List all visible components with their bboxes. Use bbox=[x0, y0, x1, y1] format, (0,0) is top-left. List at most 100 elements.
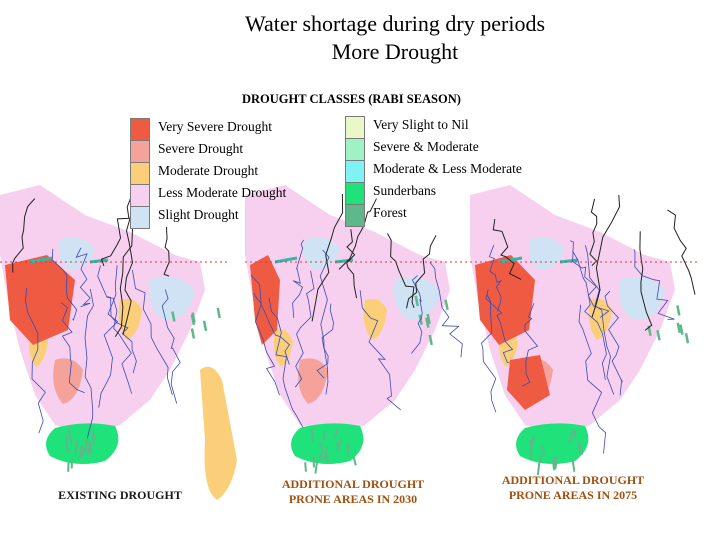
river-line bbox=[98, 265, 119, 408]
legend-swatch bbox=[345, 116, 365, 139]
river-channel bbox=[274, 256, 298, 264]
river-line bbox=[75, 247, 91, 308]
boundary-line bbox=[100, 195, 132, 267]
region-less-moderate bbox=[0, 185, 205, 435]
river-line bbox=[411, 275, 423, 354]
river-channel bbox=[29, 256, 53, 264]
region-severe bbox=[53, 358, 83, 404]
forest-streak bbox=[539, 454, 544, 463]
river-line bbox=[633, 249, 675, 320]
forest-strip bbox=[426, 313, 431, 325]
legend-label: Less Moderate Drought bbox=[158, 185, 287, 200]
legend-label: Very Slight to Nil bbox=[373, 117, 469, 132]
river-line bbox=[485, 289, 514, 364]
region-severe bbox=[298, 358, 328, 404]
forest-strip bbox=[444, 299, 449, 311]
river-line bbox=[521, 303, 539, 387]
legend-swatch bbox=[345, 160, 365, 183]
boundary-line bbox=[492, 218, 522, 280]
forest-strip bbox=[414, 295, 419, 307]
title-line-1: Water shortage during dry periods bbox=[244, 11, 546, 36]
forest-strip bbox=[684, 333, 690, 344]
boundary-line bbox=[346, 229, 358, 299]
boundary-line bbox=[639, 231, 653, 331]
forest-streak bbox=[568, 428, 574, 443]
map-label-2075: ADDITIONAL DROUGHT PRONE AREAS IN 2075 bbox=[478, 473, 668, 503]
boundary-line bbox=[122, 215, 134, 335]
forest-strip bbox=[190, 328, 196, 339]
forest-strip bbox=[216, 307, 221, 319]
river-line bbox=[429, 262, 463, 358]
legend-label: Moderate & Less Moderate bbox=[373, 161, 522, 176]
forest-streak bbox=[314, 461, 319, 474]
boundary-line bbox=[114, 212, 134, 337]
forest-strip bbox=[676, 305, 681, 316]
legend-swatch bbox=[345, 182, 365, 205]
river-line bbox=[488, 245, 502, 312]
page-title: Water shortage during dry periods More D… bbox=[150, 10, 640, 66]
map-label-2075-line1: ADDITIONAL DROUGHT bbox=[501, 473, 645, 487]
river-line bbox=[572, 250, 607, 380]
river-channel bbox=[559, 258, 579, 264]
forest-streak bbox=[554, 457, 558, 470]
river-line bbox=[294, 270, 315, 388]
river-line bbox=[316, 303, 334, 379]
forest-streak bbox=[346, 442, 350, 456]
forest-streak bbox=[571, 458, 576, 472]
forest-streak bbox=[65, 443, 70, 453]
forest-streak bbox=[67, 429, 73, 444]
legend-label: Severe & Moderate bbox=[373, 139, 479, 154]
forest-streak bbox=[89, 441, 93, 455]
river-line bbox=[84, 289, 94, 439]
region-moderate-strip bbox=[200, 366, 237, 500]
river-line bbox=[319, 249, 330, 395]
river-line bbox=[481, 294, 497, 413]
forest-strip bbox=[171, 311, 176, 322]
legend-label: Sunderbans bbox=[373, 183, 436, 198]
legend-label: Slight Drought bbox=[158, 207, 239, 222]
forest-streak bbox=[573, 429, 577, 440]
map-label-2030-line1: ADDITIONAL DROUGHT bbox=[281, 477, 425, 491]
forest-streak bbox=[310, 428, 315, 442]
river-line bbox=[161, 289, 181, 404]
region-very-severe bbox=[475, 255, 535, 345]
river-line bbox=[51, 248, 78, 321]
map-label-existing-line1: EXISTING DROUGHT bbox=[58, 488, 182, 502]
river-line bbox=[584, 245, 615, 395]
map-label-existing: EXISTING DROUGHT bbox=[40, 488, 200, 503]
legend-swatch bbox=[130, 118, 150, 141]
map-label-2030: ADDITIONAL DROUGHT PRONE AREAS IN 2030 bbox=[258, 477, 448, 507]
legend-swatch bbox=[130, 140, 150, 163]
region-sunderbans bbox=[516, 423, 589, 465]
legend-swatch bbox=[130, 206, 150, 229]
forest-streak bbox=[84, 439, 89, 453]
river-channel bbox=[89, 258, 109, 264]
river-channel bbox=[499, 256, 523, 264]
boundary-line bbox=[311, 194, 344, 322]
legend-swatch bbox=[345, 138, 365, 161]
river-line bbox=[359, 290, 401, 411]
forest-streak bbox=[578, 442, 584, 455]
legend-label: Forest bbox=[373, 205, 407, 220]
forest-streak bbox=[325, 452, 330, 462]
forest-strip bbox=[656, 329, 661, 341]
region-sunderbans bbox=[46, 423, 119, 465]
legend-swatch bbox=[345, 204, 365, 227]
river-line bbox=[253, 292, 290, 365]
river-line bbox=[250, 274, 280, 396]
title-line-2: More Drought bbox=[331, 39, 459, 64]
river-line bbox=[268, 297, 304, 428]
region-slight bbox=[149, 276, 195, 320]
river-line bbox=[107, 296, 137, 374]
forest-strip bbox=[425, 317, 430, 328]
forest-strip bbox=[191, 312, 196, 323]
legend-swatch bbox=[130, 184, 150, 207]
forest-streak bbox=[551, 460, 555, 470]
boundary-line bbox=[406, 235, 437, 309]
legend-label: Severe Drought bbox=[158, 141, 244, 156]
forest-streak bbox=[529, 448, 533, 461]
forest-streak bbox=[318, 449, 324, 461]
region-slight bbox=[619, 276, 665, 320]
boundary-line bbox=[12, 198, 36, 273]
